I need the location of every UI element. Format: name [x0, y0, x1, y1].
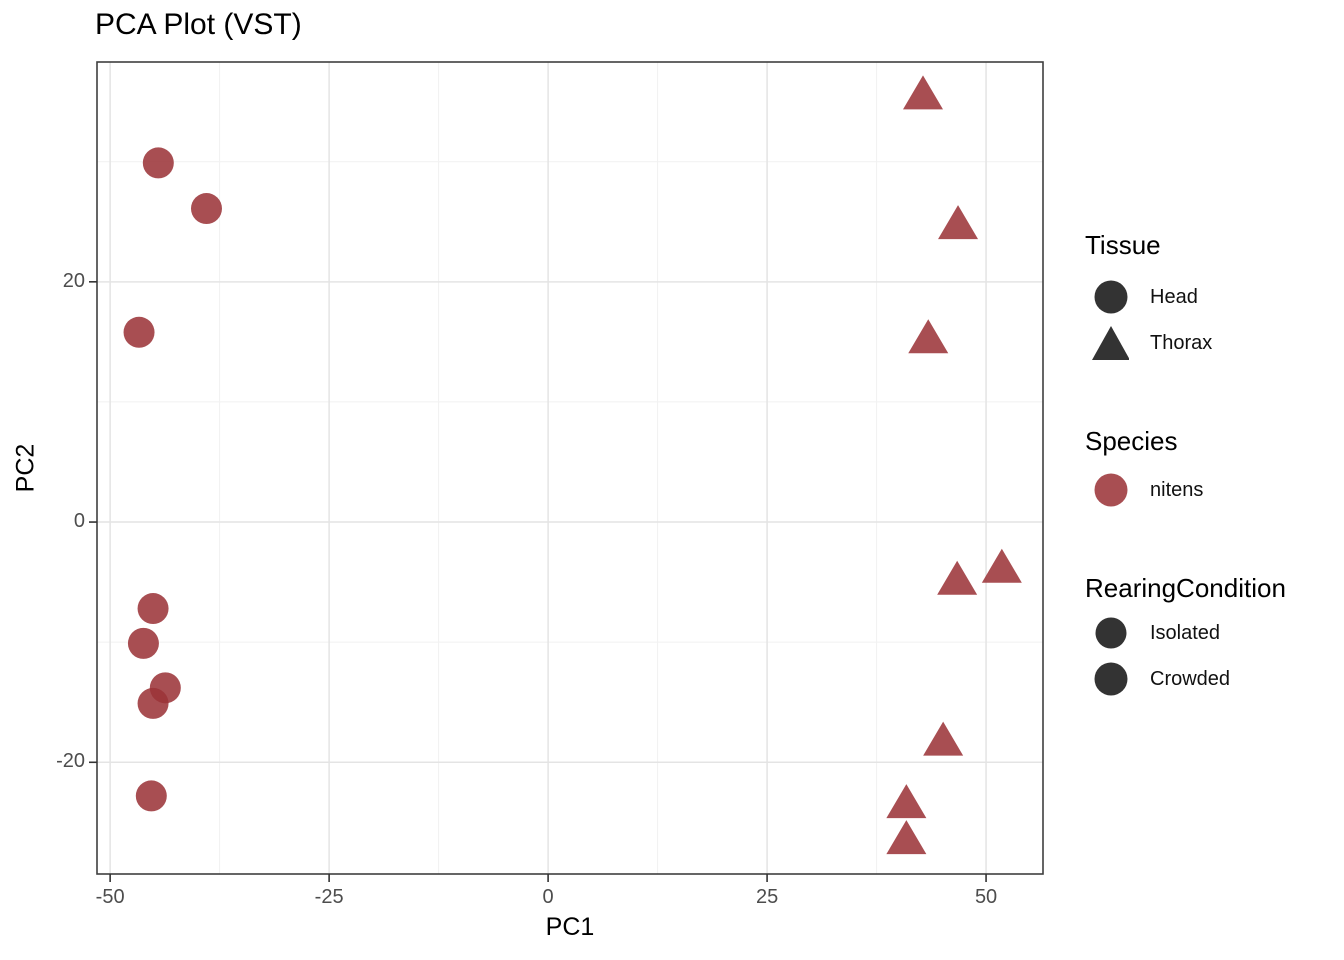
legend-label-crowded: Crowded [1150, 667, 1231, 690]
legend-group-rearing-condition: RearingCondition Isolated Crowded [1085, 573, 1286, 702]
data-point-head [137, 687, 169, 719]
data-point-head [127, 627, 159, 659]
data-point-thorax [923, 721, 964, 756]
x-tick-label: -25 [314, 886, 344, 908]
nitens-circle-icon [1094, 473, 1128, 507]
data-point-head [137, 593, 169, 625]
data-point-head [142, 147, 174, 179]
legend-item-nitens: nitens [1085, 467, 1203, 513]
legend-item-isolated: Isolated [1085, 610, 1286, 656]
y-tick-label: 20 [62, 269, 85, 292]
legend-item-head: Head [1085, 274, 1212, 320]
isolated-circle-icon [1095, 617, 1127, 649]
data-point-thorax [937, 560, 978, 595]
legend: Tissue Head Thorax Species nitens [1085, 0, 1344, 960]
data-point-thorax [938, 205, 979, 240]
data-point-head [135, 780, 167, 812]
data-point-thorax [908, 319, 949, 354]
legend-label-isolated: Isolated [1150, 621, 1221, 644]
head-circle-icon [1094, 280, 1128, 314]
data-point-head [123, 316, 155, 348]
legend-title-tissue: Tissue [1085, 230, 1161, 260]
legend-title-species: Species [1085, 426, 1178, 456]
legend-label-head: Head [1150, 285, 1198, 308]
data-point-thorax [886, 784, 927, 819]
data-point-thorax [886, 820, 927, 855]
x-tick-label: -50 [95, 886, 125, 908]
legend-group-tissue: Tissue Head Thorax [1085, 230, 1212, 366]
legend-item-thorax: Thorax [1085, 320, 1212, 366]
x-tick-label: 25 [755, 886, 779, 908]
plot-title: PCA Plot (VST) [95, 8, 302, 41]
data-point-head [190, 193, 222, 225]
legend-label-nitens: nitens [1150, 478, 1204, 501]
y-tick-label: 0 [73, 510, 85, 533]
x-axis-title: PC1 [545, 913, 595, 941]
panel-background [97, 62, 1043, 874]
panel-border [96, 61, 1044, 875]
legend-item-crowded: Crowded [1085, 656, 1286, 702]
legend-title-rearing-condition: RearingCondition [1085, 573, 1286, 603]
y-axis-title: PC2 [11, 443, 40, 493]
crowded-circle-icon [1094, 662, 1128, 696]
data-point-thorax [981, 548, 1022, 583]
thorax-triangle-icon [1092, 326, 1129, 360]
x-tick-label: 0 [542, 886, 554, 908]
x-tick-label: 50 [974, 886, 998, 908]
data-point-thorax [902, 75, 943, 110]
y-tick-label: -20 [56, 750, 85, 773]
legend-label-thorax: Thorax [1150, 331, 1213, 354]
legend-group-species: Species nitens [1085, 426, 1203, 513]
